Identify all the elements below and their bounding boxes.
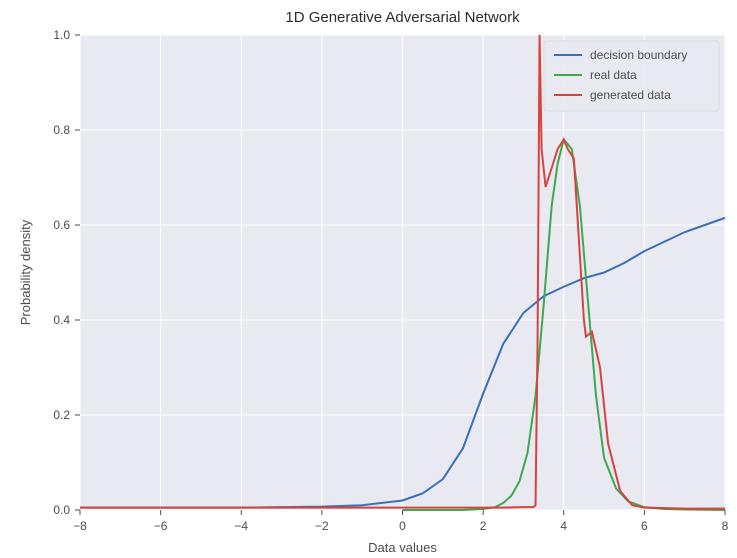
xtick-label: 8 <box>722 519 729 533</box>
x-axis-label: Data values <box>368 540 437 555</box>
gan-chart: −8 −6 −4 −2 0 2 4 6 8 0.0 0.2 0.4 0.6 0.8 1.0 Data valu… <box>0 0 737 558</box>
ytick-label: 0.8 <box>53 123 70 137</box>
xtick-label: −2 <box>315 519 329 533</box>
xtick-label: 4 <box>560 519 567 533</box>
xtick-label: −6 <box>154 519 168 533</box>
ytick-label: 1.0 <box>53 28 70 42</box>
xtick-label: 6 <box>641 519 648 533</box>
ytick-label: 0.4 <box>53 313 70 327</box>
xtick-label: 0 <box>399 519 406 533</box>
xtick-label: −4 <box>234 519 248 533</box>
ytick-label: 0.2 <box>53 408 70 422</box>
xtick-label: 2 <box>480 519 487 533</box>
ytick-label: 0.6 <box>53 218 70 232</box>
legend-label: decision boundary <box>590 48 687 62</box>
chart-title: 1D Generative Adversarial Network <box>285 9 520 26</box>
y-axis-label: Probability density <box>18 219 33 325</box>
legend-label: real data <box>590 68 637 82</box>
chart-svg: −8 −6 −4 −2 0 2 4 6 8 0.0 0.2 0.4 0.6 0.8 1.0 Data valu… <box>0 0 737 558</box>
ytick-label: 0.0 <box>53 503 70 517</box>
legend-label: generated data <box>590 88 671 102</box>
xtick-label: −8 <box>73 519 87 533</box>
